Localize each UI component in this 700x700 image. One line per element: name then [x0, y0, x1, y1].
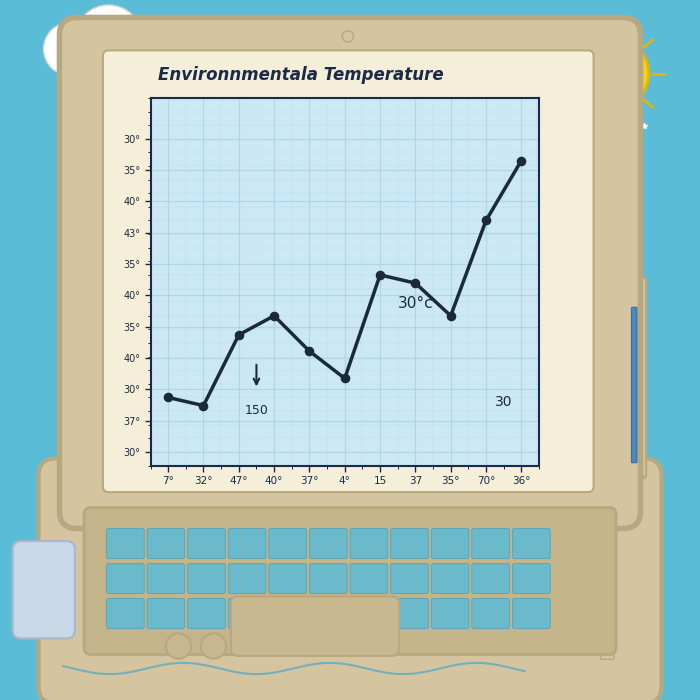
Circle shape	[584, 634, 598, 648]
FancyBboxPatch shape	[147, 528, 185, 559]
Circle shape	[119, 21, 168, 70]
Point	[339, 373, 350, 384]
Point	[516, 155, 527, 166]
FancyBboxPatch shape	[228, 598, 266, 629]
Point	[480, 215, 491, 226]
FancyBboxPatch shape	[228, 528, 266, 559]
FancyBboxPatch shape	[350, 564, 388, 594]
FancyBboxPatch shape	[106, 564, 144, 594]
FancyBboxPatch shape	[431, 528, 469, 559]
FancyBboxPatch shape	[188, 528, 225, 559]
FancyBboxPatch shape	[309, 528, 347, 559]
Circle shape	[166, 634, 191, 659]
FancyBboxPatch shape	[106, 528, 144, 559]
FancyBboxPatch shape	[269, 598, 307, 629]
FancyBboxPatch shape	[309, 598, 347, 629]
Point	[445, 310, 456, 321]
FancyBboxPatch shape	[38, 458, 661, 700]
Point	[162, 392, 174, 403]
FancyBboxPatch shape	[601, 587, 614, 659]
Point	[198, 400, 209, 411]
Circle shape	[576, 37, 649, 110]
Point	[374, 270, 386, 281]
FancyBboxPatch shape	[103, 50, 594, 492]
FancyBboxPatch shape	[472, 528, 510, 559]
FancyBboxPatch shape	[228, 564, 266, 594]
FancyBboxPatch shape	[391, 528, 428, 559]
FancyBboxPatch shape	[350, 528, 388, 559]
FancyBboxPatch shape	[106, 598, 144, 629]
Text: 30: 30	[495, 395, 512, 409]
Point	[410, 277, 421, 288]
FancyBboxPatch shape	[309, 564, 347, 594]
Polygon shape	[626, 476, 644, 497]
Circle shape	[43, 22, 97, 76]
FancyBboxPatch shape	[84, 508, 616, 654]
FancyBboxPatch shape	[472, 598, 510, 629]
FancyBboxPatch shape	[231, 596, 399, 656]
Circle shape	[342, 31, 354, 42]
Circle shape	[75, 5, 142, 72]
FancyBboxPatch shape	[472, 564, 510, 594]
FancyBboxPatch shape	[147, 564, 185, 594]
Text: Environnmentala Temperature: Environnmentala Temperature	[158, 66, 443, 85]
FancyBboxPatch shape	[512, 564, 550, 594]
FancyBboxPatch shape	[431, 564, 469, 594]
Point	[233, 329, 244, 340]
Text: 150: 150	[244, 404, 268, 416]
FancyBboxPatch shape	[147, 598, 185, 629]
Point	[269, 310, 280, 321]
FancyBboxPatch shape	[512, 598, 550, 629]
FancyBboxPatch shape	[269, 564, 307, 594]
Circle shape	[201, 634, 226, 659]
FancyBboxPatch shape	[631, 307, 637, 463]
Circle shape	[573, 622, 589, 638]
FancyBboxPatch shape	[391, 564, 428, 594]
Circle shape	[596, 628, 608, 639]
Text: 30°c: 30°c	[398, 295, 433, 311]
FancyBboxPatch shape	[60, 18, 640, 528]
FancyBboxPatch shape	[13, 541, 75, 638]
FancyBboxPatch shape	[350, 598, 388, 629]
FancyBboxPatch shape	[188, 598, 225, 629]
FancyBboxPatch shape	[624, 278, 646, 478]
FancyBboxPatch shape	[391, 598, 428, 629]
Point	[304, 346, 315, 357]
FancyBboxPatch shape	[431, 598, 469, 629]
FancyBboxPatch shape	[512, 528, 550, 559]
FancyBboxPatch shape	[269, 528, 307, 559]
FancyBboxPatch shape	[188, 564, 225, 594]
